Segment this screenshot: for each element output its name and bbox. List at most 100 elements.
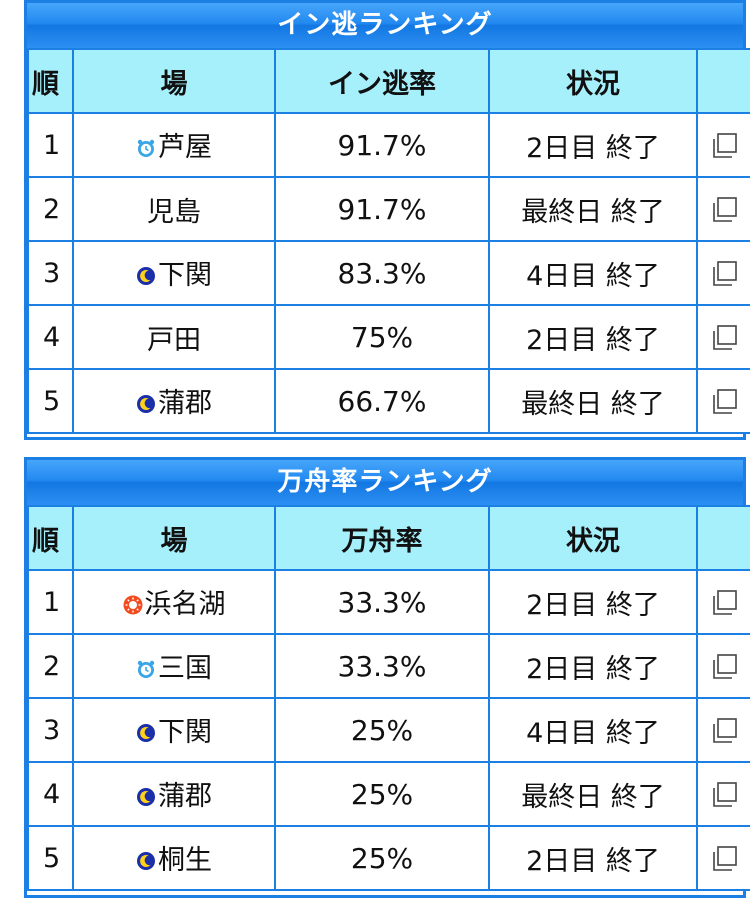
status-cell: 最終日 終了: [488, 368, 698, 434]
rank-cell: 5: [27, 825, 74, 891]
header-rate: イン逃率: [274, 48, 490, 114]
table-row: 4 戸田 75% 2日目 終了: [27, 304, 750, 370]
venue-label: 浜名湖: [144, 588, 226, 620]
header-rank: 順: [27, 48, 74, 114]
table-row: 3 下関 25% 4日目 終了: [27, 697, 750, 763]
status-cell: 4日目 終了: [488, 697, 698, 763]
copy-icon[interactable]: [709, 588, 739, 618]
copy-icon[interactable]: [709, 195, 739, 225]
morning-clock-icon: [136, 655, 156, 679]
venue-cell: 芦屋: [72, 112, 276, 178]
copy-cell: [696, 633, 750, 699]
status-cell: 4日目 終了: [488, 240, 698, 306]
header-copy: [696, 505, 750, 571]
status-cell: 最終日 終了: [488, 176, 698, 242]
rate-cell: 75%: [274, 304, 490, 370]
copy-cell: [696, 112, 750, 178]
ranking-title: 万舟率ランキング: [27, 460, 743, 505]
copy-cell: [696, 569, 750, 635]
header-rate: 万舟率: [274, 505, 490, 571]
table-header-row: 順 場 イン逃率 状況: [27, 48, 750, 114]
status-cell: 2日目 終了: [488, 112, 698, 178]
table-row: 5 桐生 25% 2日目 終了: [27, 825, 750, 891]
copy-icon[interactable]: [709, 259, 739, 289]
venue-cell: 下関: [72, 697, 276, 763]
rank-cell: 1: [27, 569, 74, 635]
copy-cell: [696, 825, 750, 891]
table-row: 4 蒲郡 25% 最終日 終了: [27, 761, 750, 827]
night-moon-icon: [136, 262, 156, 286]
rank-cell: 3: [27, 697, 74, 763]
table-row: 2 児島 91.7% 最終日 終了: [27, 176, 750, 242]
table-row: 5 蒲郡 66.7% 最終日 終了: [27, 368, 750, 434]
copy-icon[interactable]: [709, 652, 739, 682]
copy-icon[interactable]: [709, 844, 739, 874]
venue-name: 下関: [136, 253, 212, 292]
table-row: 2 三国 33.3% 2日目 終了: [27, 633, 750, 699]
rank-cell: 4: [27, 304, 74, 370]
header-status: 状況: [488, 505, 698, 571]
rank-cell: 4: [27, 761, 74, 827]
status-cell: 2日目 終了: [488, 569, 698, 635]
venue-cell: 蒲郡: [72, 368, 276, 434]
copy-icon[interactable]: [709, 716, 739, 746]
venue-cell: 三国: [72, 633, 276, 699]
venue-name: 戸田: [147, 318, 201, 357]
copy-cell: [696, 761, 750, 827]
night-moon-icon: [136, 719, 156, 743]
venue-name: 三国: [136, 646, 212, 685]
venue-cell: 戸田: [72, 304, 276, 370]
table-row: 3 下関 83.3% 4日目 終了: [27, 240, 750, 306]
rate-cell: 25%: [274, 825, 490, 891]
venue-name: 蒲郡: [136, 381, 212, 420]
rank-cell: 5: [27, 368, 74, 434]
night-moon-icon: [136, 847, 156, 871]
ranking-title: イン逃ランキング: [27, 3, 743, 48]
rank-cell: 1: [27, 112, 74, 178]
rate-cell: 33.3%: [274, 569, 490, 635]
venue-cell: 浜名湖: [72, 569, 276, 635]
ranking-table: 順 場 イン逃率 状況 1 芦屋 91.7% 2日目 終了 2 児島 91.7% 最終日 終了…: [27, 48, 750, 434]
table-header-row: 順 場 万舟率 状況: [27, 505, 750, 571]
venue-label: 下関: [158, 259, 212, 291]
sun-icon: [123, 591, 143, 615]
venue-label: 下関: [158, 716, 212, 748]
rate-cell: 91.7%: [274, 112, 490, 178]
rate-cell: 91.7%: [274, 176, 490, 242]
venue-name: 芦屋: [136, 125, 212, 164]
venue-name: 児島: [147, 190, 201, 229]
header-copy: [696, 48, 750, 114]
copy-cell: [696, 368, 750, 434]
rank-cell: 2: [27, 633, 74, 699]
venue-label: 三国: [158, 652, 212, 684]
venue-cell: 桐生: [72, 825, 276, 891]
header-place: 場: [72, 505, 276, 571]
venue-label: 戸田: [147, 324, 201, 356]
rate-cell: 83.3%: [274, 240, 490, 306]
table-row: 1 芦屋 91.7% 2日目 終了: [27, 112, 750, 178]
table-row: 1 浜名湖 33.3% 2日目 終了: [27, 569, 750, 635]
rate-cell: 25%: [274, 697, 490, 763]
copy-icon[interactable]: [709, 387, 739, 417]
night-moon-icon: [136, 390, 156, 414]
header-rank: 順: [27, 505, 74, 571]
copy-icon[interactable]: [709, 131, 739, 161]
rank-cell: 2: [27, 176, 74, 242]
status-cell: 2日目 終了: [488, 825, 698, 891]
status-cell: 2日目 終了: [488, 304, 698, 370]
venue-label: 蒲郡: [158, 387, 212, 419]
copy-icon[interactable]: [709, 780, 739, 810]
morning-clock-icon: [136, 134, 156, 158]
copy-cell: [696, 176, 750, 242]
venue-label: 蒲郡: [158, 780, 212, 812]
copy-icon[interactable]: [709, 323, 739, 353]
rate-cell: 25%: [274, 761, 490, 827]
copy-cell: [696, 240, 750, 306]
status-cell: 最終日 終了: [488, 761, 698, 827]
ranking-table: 順 場 万舟率 状況 1 浜名湖 33.3% 2日目 終了 2 三国 33.3% 2日目 終了…: [27, 505, 750, 891]
venue-cell: 下関: [72, 240, 276, 306]
header-place: 場: [72, 48, 276, 114]
in-escape-ranking-panel: イン逃ランキング 順 場 イン逃率 状況 1 芦屋 91.7% 2日目 終了 2 児島 91…: [24, 0, 750, 440]
venue-cell: 児島: [72, 176, 276, 242]
venue-name: 浜名湖: [123, 582, 226, 621]
